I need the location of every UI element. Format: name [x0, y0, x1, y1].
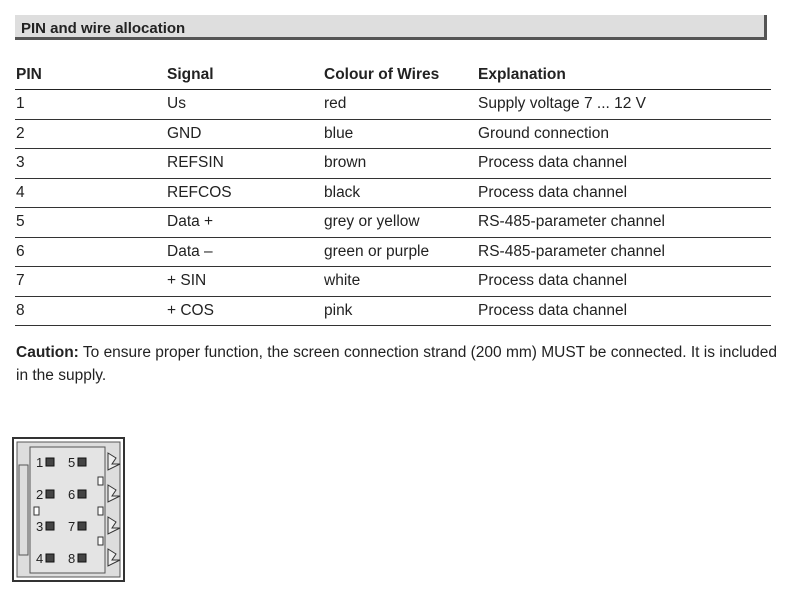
table-row: 6 Data – green or purple RS-485-parameter c…: [15, 237, 771, 267]
cell-signal: GND: [166, 119, 323, 149]
cell-pin: 3: [15, 148, 166, 179]
caution-label: Caution:: [16, 344, 79, 361]
table-row: 4 REFCOS black Process data channel: [15, 178, 771, 208]
pin-label: 1: [36, 455, 43, 470]
cell-pin: 8: [15, 296, 166, 326]
cell-colour: green or purple: [323, 237, 477, 267]
connector-diagram: 1 2 3 4 5 6 7 8: [12, 437, 125, 582]
cell-signal: REFSIN: [166, 148, 323, 179]
cell-colour: brown: [323, 148, 477, 179]
cell-explanation: Process data channel: [477, 178, 771, 208]
table-row: 8 + COS pink Process data channel: [15, 296, 771, 326]
cell-signal: Us: [166, 89, 323, 120]
pin-label: 2: [36, 487, 43, 502]
table-row: 3 REFSIN brown Process data channel: [15, 148, 771, 179]
cell-explanation: RS-485-parameter channel: [477, 207, 771, 238]
cell-colour: white: [323, 266, 477, 297]
pin-table: PIN Signal Colour of Wires Explanation 1…: [15, 60, 771, 326]
cell-pin: 1: [15, 89, 166, 120]
table-row: 2 GND blue Ground connection: [15, 119, 771, 149]
table-row: 7 + SIN white Process data channel: [15, 266, 771, 297]
pin-label: 3: [36, 519, 43, 534]
pin-contact: [45, 457, 55, 467]
header-signal: Signal: [166, 60, 323, 90]
cell-colour: black: [323, 178, 477, 208]
pin-label: 5: [68, 455, 75, 470]
cell-colour: blue: [323, 119, 477, 149]
pin-contact: [45, 553, 55, 563]
caution-text: To ensure proper function, the screen co…: [16, 344, 778, 384]
pin-label: 4: [36, 551, 43, 566]
cell-explanation: Process data channel: [477, 148, 771, 179]
cell-explanation: Supply voltage 7 ... 12 V: [477, 89, 771, 120]
cell-explanation: Process data channel: [477, 296, 771, 326]
cell-colour: grey or yellow: [323, 207, 477, 238]
cell-signal: Data +: [166, 207, 323, 238]
cell-explanation: Process data channel: [477, 266, 771, 297]
cell-explanation: RS-485-parameter channel: [477, 237, 771, 267]
cell-signal: REFCOS: [166, 178, 323, 208]
pin-label: 7: [68, 519, 75, 534]
header-explanation: Explanation: [477, 60, 771, 90]
cell-colour: red: [323, 89, 477, 120]
cell-signal: + SIN: [166, 266, 323, 297]
cell-pin: 4: [15, 178, 166, 208]
pin-contact: [77, 489, 87, 499]
header-colour: Colour of Wires: [323, 60, 477, 90]
table-row: 5 Data + grey or yellow RS-485-parameter ch…: [15, 207, 771, 238]
pin-contact: [45, 521, 55, 531]
cell-pin: 2: [15, 119, 166, 149]
caution-note: Caution: To ensure proper function, the …: [16, 341, 786, 387]
pin-label: 8: [68, 551, 75, 566]
header-pin: PIN: [15, 60, 166, 90]
cell-signal: Data –: [166, 237, 323, 267]
pin-contact: [77, 457, 87, 467]
cell-colour: pink: [323, 296, 477, 326]
pin-label: 6: [68, 487, 75, 502]
cell-pin: 5: [15, 207, 166, 238]
pin-contact: [45, 489, 55, 499]
table-row: 1 Us red Supply voltage 7 ... 12 V: [15, 89, 771, 120]
pin-contact: [77, 553, 87, 563]
pin-contact: [77, 521, 87, 531]
cell-pin: 7: [15, 266, 166, 297]
table-header-row: PIN Signal Colour of Wires Explanation: [15, 60, 771, 90]
cell-pin: 6: [15, 237, 166, 267]
cell-explanation: Ground connection: [477, 119, 771, 149]
cell-signal: + COS: [166, 296, 323, 326]
section-title: PIN and wire allocation: [15, 15, 767, 40]
